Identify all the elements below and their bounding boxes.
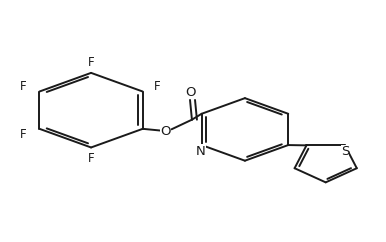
Text: F: F: [20, 128, 27, 141]
Text: F: F: [154, 80, 161, 93]
Text: O: O: [161, 125, 171, 138]
Text: F: F: [88, 56, 95, 69]
Text: N: N: [196, 144, 206, 158]
Text: O: O: [185, 86, 195, 99]
Text: F: F: [20, 80, 27, 93]
Text: F: F: [88, 152, 95, 165]
Text: S: S: [341, 145, 349, 158]
